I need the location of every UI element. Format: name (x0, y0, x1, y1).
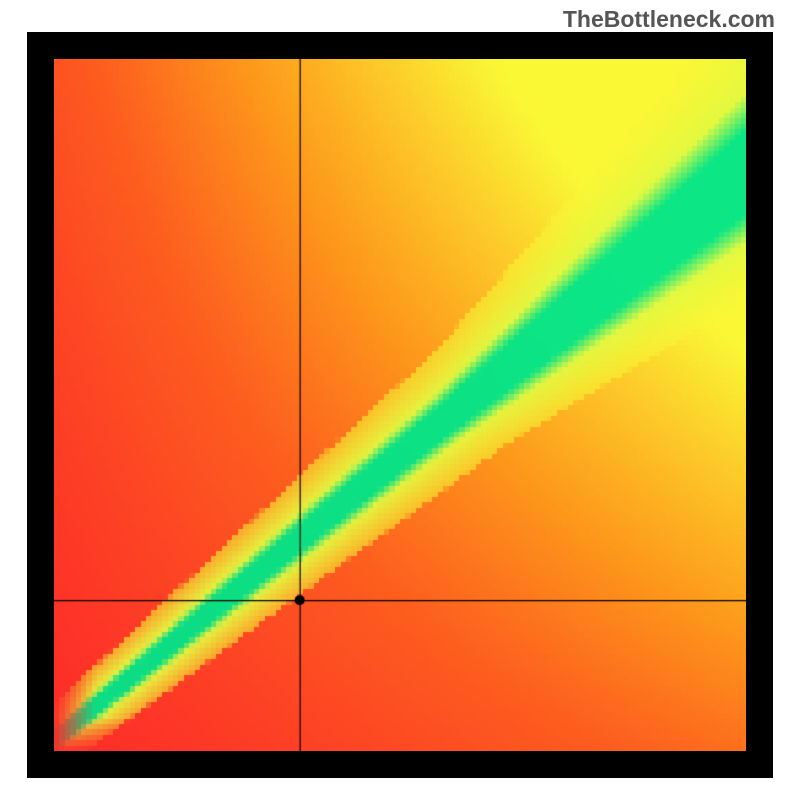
watermark-text: TheBottleneck.com (563, 6, 775, 33)
chart-container: TheBottleneck.com (0, 0, 800, 800)
bottleneck-heatmap (54, 59, 746, 751)
